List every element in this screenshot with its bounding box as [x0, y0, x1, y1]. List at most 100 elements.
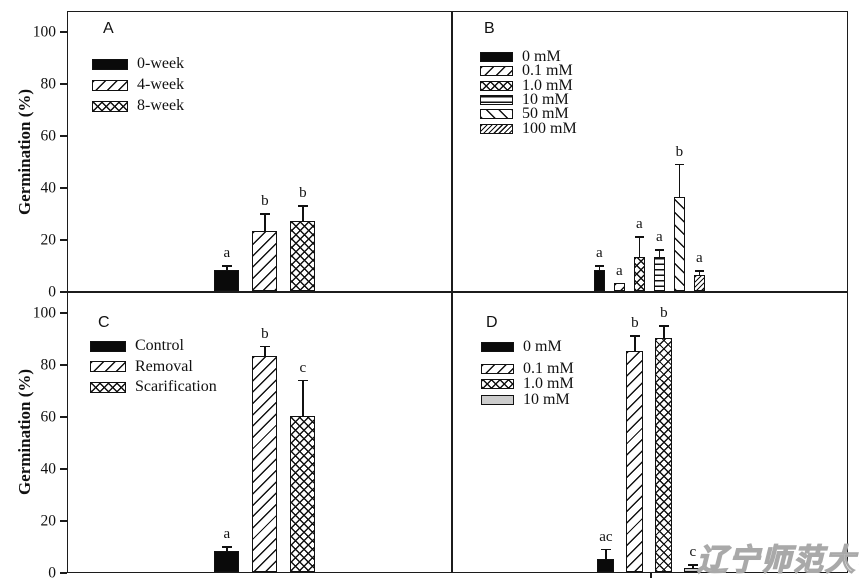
legend-label: Scarification [135, 378, 217, 395]
significance-letter: a [223, 526, 231, 542]
legend-label: 0 mM [523, 338, 562, 355]
legend-item: Control [90, 338, 184, 354]
error-bar-cap [600, 548, 611, 551]
legend-swatch-cross [90, 381, 126, 393]
error-bar [264, 345, 266, 357]
y-tick-label: 100 [32, 304, 56, 322]
legend-label: 10 mM [523, 390, 570, 408]
error-bar [663, 325, 665, 338]
error-bar-cap [259, 213, 270, 215]
panel-A: A 0-week 4-week 8-week a b b [67, 11, 452, 292]
legend-swatch-cross [480, 80, 513, 91]
error-bar [605, 548, 607, 559]
error-bar-cap [297, 379, 308, 382]
legend-item: 1.0 mM [480, 76, 573, 94]
y-tick [60, 31, 67, 33]
legend-swatch-cross [92, 100, 128, 112]
legend-swatch-densediag [480, 123, 513, 134]
y-tick-label: 60 [40, 408, 57, 426]
bar-1.0-mm [633, 257, 645, 291]
legend-swatch-diag [90, 361, 126, 372]
bar-removal [252, 356, 278, 572]
legend-item: 4-week [92, 77, 184, 93]
error-bar-cap [674, 163, 685, 166]
significance-letter: c [299, 359, 307, 376]
legend-label: 10 mM [522, 90, 569, 108]
error-bar-cap [687, 564, 698, 566]
error-bar [264, 213, 266, 232]
error-bar-cap [694, 270, 705, 272]
error-bar-cap [259, 345, 270, 348]
error-bar-cap [658, 325, 669, 327]
legend-item: 0.1 mM [480, 63, 573, 79]
x-tick [650, 573, 652, 578]
legend-swatch-cross [481, 379, 514, 389]
significance-letter: b [675, 143, 684, 160]
legend-swatch-solid [90, 340, 126, 352]
significance-letter: a [696, 250, 703, 267]
legend-label: 50 mM [522, 105, 569, 123]
y-tick-label: 80 [40, 356, 57, 374]
error-bar [638, 236, 641, 258]
panel-letter-C: C [98, 314, 110, 331]
legend-item: 0.1 mM [481, 360, 574, 377]
error-bar [634, 335, 636, 351]
error-bar [692, 564, 694, 569]
legend-item: Scarification [90, 379, 217, 395]
y-tick-label: 100 [32, 23, 56, 41]
panel-letter-A: A [103, 20, 114, 37]
y-tick [60, 135, 67, 137]
error-bar-cap [221, 265, 232, 267]
y-tick-label: 80 [40, 75, 57, 93]
bar-0.1-mm [626, 351, 644, 572]
legend-label: 1.0 mM [522, 76, 573, 94]
y-tick [60, 468, 67, 470]
legend-item: 0 mM [480, 49, 561, 65]
bar-0-mm [593, 270, 605, 291]
watermark: 辽宁师范大学 [696, 543, 859, 577]
bar-4-week [252, 231, 278, 291]
y-tick [60, 187, 67, 189]
significance-letter: a [616, 263, 623, 280]
bar-50-mm [673, 197, 685, 291]
legend-item: 100 mM [480, 120, 577, 137]
legend-swatch-hlines [480, 94, 513, 105]
error-bar [226, 546, 228, 552]
y-tick [60, 364, 67, 366]
error-bar-cap [654, 249, 665, 251]
legend-item: 8-week [92, 98, 184, 114]
significance-letter: a [636, 216, 643, 233]
panel-C: C Control Removal Scarification a b c [67, 292, 452, 573]
significance-letter: b [299, 185, 307, 202]
legend-swatch-diag [92, 79, 128, 91]
error-bar [302, 379, 304, 416]
legend-swatch-solid [480, 52, 513, 62]
bar-control [214, 551, 240, 572]
y-tick-label: 60 [40, 127, 57, 145]
bar-0-week [214, 270, 240, 291]
legend-swatch-diag [480, 66, 513, 77]
error-bar-cap [297, 205, 308, 207]
legend-label: Control [135, 337, 184, 354]
legend-label: 8-week [137, 97, 185, 114]
error-bar [658, 249, 661, 258]
y-axis-label-top: Germination (%) [15, 88, 34, 216]
error-bar [302, 205, 304, 221]
significance-letter: ac [599, 528, 613, 545]
significance-letter: a [596, 245, 603, 261]
legend-item: 10 mM [481, 390, 570, 408]
error-bar [226, 265, 228, 271]
significance-letter: a [656, 229, 663, 246]
panel-D: D 0 mM 0.1 mM 1.0 mM 10 mM ac b b c [452, 292, 848, 573]
y-tick [60, 291, 67, 293]
legend-item: 0-week [92, 56, 184, 72]
legend-item: Removal [90, 358, 193, 375]
error-bar [678, 163, 681, 198]
y-tick [60, 83, 67, 85]
significance-letter: a [223, 245, 231, 261]
legend-item: 10 mM [480, 90, 569, 108]
legend-item: 1.0 mM [481, 376, 574, 392]
bar-100-mm [693, 275, 705, 291]
